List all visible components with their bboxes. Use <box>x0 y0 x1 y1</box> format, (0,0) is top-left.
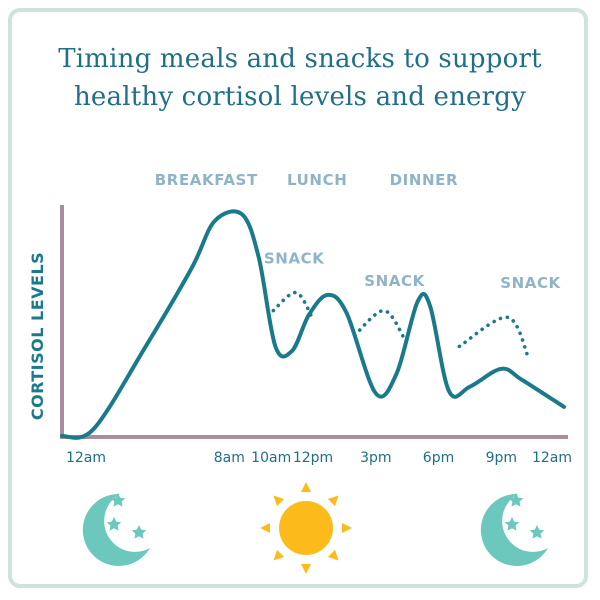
star-icon <box>529 525 545 539</box>
sun-icon <box>260 482 352 574</box>
series-layer <box>60 209 566 440</box>
star-icon <box>110 493 126 507</box>
moon-stars-icon <box>82 493 150 566</box>
title-line-2: healthy cortisol levels and energy <box>73 82 526 112</box>
cortisol-curve <box>60 209 566 440</box>
moon-icon <box>480 493 548 566</box>
page-title: Timing meals and snacks to support healt… <box>20 40 580 116</box>
snack-dotted-line-2 <box>353 308 407 342</box>
x-tick-label: 12pm <box>293 450 333 466</box>
moon-stars-icon <box>480 493 548 566</box>
annotation-snack: SNACK <box>500 274 561 292</box>
x-tick-label: 12am <box>66 450 106 466</box>
sun-disc <box>279 501 333 555</box>
annotation-dinner: DINNER <box>390 171 459 189</box>
annotation-breakfast: BREAKFAST <box>155 171 258 189</box>
annotation-snack: SNACK <box>364 272 425 290</box>
moon-icon <box>82 493 150 566</box>
tick-labels: 12am 8am 10am 12pm 3pm 6pm 9pm 12am <box>66 450 572 466</box>
x-tick-label: 8am <box>214 450 245 466</box>
title-line-1: Timing meals and snacks to support <box>58 44 542 74</box>
x-tick-label: 6pm <box>423 450 454 466</box>
x-tick-label: 12am <box>532 450 572 466</box>
annotation-snack: SNACK <box>264 250 325 268</box>
snack-dotted-line-3 <box>457 315 531 360</box>
card-frame <box>8 8 588 588</box>
annotations: BREAKFAST LUNCH DINNER SNACK SNACK SNACK <box>155 171 561 292</box>
x-tick-label: 3pm <box>360 450 391 466</box>
x-tick-label: 10am <box>251 450 291 466</box>
annotation-lunch: LUNCH <box>287 171 347 189</box>
x-tick-label: 9pm <box>486 450 517 466</box>
star-icon <box>504 517 520 531</box>
y-axis-title: CORTISOL LEVELS <box>28 252 47 420</box>
star-icon <box>106 517 122 531</box>
star-icon <box>131 525 147 539</box>
star-icon <box>508 493 524 507</box>
snack-dotted-line-1 <box>271 290 315 322</box>
